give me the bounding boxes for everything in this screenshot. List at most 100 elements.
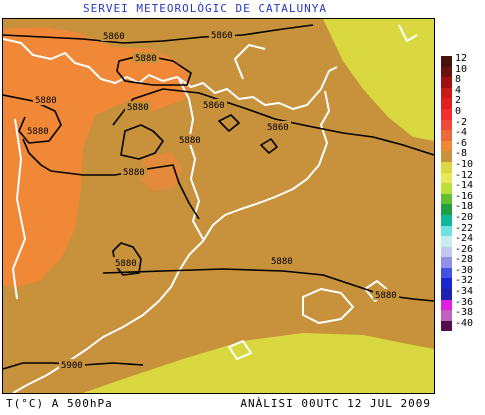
legend-swatch: [441, 183, 452, 194]
legend-swatch: [441, 130, 452, 141]
legend-row: -28: [441, 254, 481, 268]
contour-label: 5880: [115, 259, 137, 269]
legend-row: -20: [441, 211, 481, 226]
legend-row: -22: [441, 222, 481, 237]
legend-label: 2: [455, 95, 462, 107]
legend-row: 10: [441, 63, 481, 78]
legend-row: -40: [441, 317, 481, 332]
legend-row: -38: [441, 307, 481, 321]
contour-label: 5880: [271, 257, 293, 267]
contour-label: 5860: [103, 32, 125, 42]
legend-label: -10: [455, 158, 474, 170]
legend-label: -6: [455, 137, 468, 149]
legend-swatch: [441, 172, 452, 184]
legend-swatch: [441, 151, 452, 162]
legend-label: 0: [455, 105, 462, 117]
legend-swatch: [441, 214, 452, 226]
legend-swatch: [441, 299, 452, 311]
contour-label: 5880: [35, 96, 57, 106]
legend-label: -28: [455, 254, 474, 266]
legend-label: 12: [455, 53, 468, 64]
legend-row: -26: [441, 243, 481, 258]
legend-swatch: [441, 140, 452, 152]
legend-label: -4: [455, 127, 468, 139]
legend-label: -34: [455, 286, 474, 298]
legend-label: 8: [455, 74, 462, 86]
legend-row: 12: [441, 53, 481, 67]
legend-label: -12: [455, 169, 474, 181]
legend-swatch: [441, 77, 452, 88]
legend-row: -8: [441, 148, 481, 162]
legend-row: -36: [441, 296, 481, 311]
legend-label: -8: [455, 148, 468, 160]
legend-label: -16: [455, 190, 474, 202]
legend-row: 4: [441, 84, 481, 99]
legend-row: -10: [441, 158, 481, 173]
analysis-timestamp: ANÀLISI 00UTC 12 JUL 2009: [240, 397, 431, 410]
legend-row: 0: [441, 105, 481, 120]
legend-label: -24: [455, 233, 474, 245]
temperature-legend: 12 10 8 4 2 0 -2 -4 -6 -8 -10 -12 -14 -16 -18 -20 -22 -24…: [441, 53, 481, 332]
legend-label: -20: [455, 211, 474, 223]
legend-label: -14: [455, 180, 474, 192]
contour-label: 5900: [61, 361, 83, 371]
legend-swatch: [441, 204, 452, 215]
legend-label: -26: [455, 243, 474, 255]
legend-label: -32: [455, 275, 474, 287]
legend-row: -4: [441, 127, 481, 141]
legend-swatch: [441, 236, 452, 247]
cold-temperature-region-northeast: [323, 19, 434, 141]
legend-swatch: [441, 193, 452, 205]
legend-swatch: [441, 257, 452, 268]
legend-label: -18: [455, 201, 474, 213]
warm-temperature-patch: [139, 151, 183, 191]
legend-swatch: [441, 66, 452, 78]
legend-swatch: [441, 289, 452, 300]
legend-label: -38: [455, 307, 474, 319]
legend-swatch: [441, 310, 452, 321]
legend-swatch: [441, 87, 452, 99]
contour-label: 5860: [267, 123, 289, 133]
legend-swatch: [441, 119, 452, 131]
weather-map: 5860 5860 5880 5880 5880 5860 5880 5880 …: [2, 18, 435, 394]
contour-labels: 5860 5860 5880 5880 5880 5860 5880 5880 …: [25, 29, 399, 371]
contour-label: 5860: [211, 31, 233, 41]
warm-temperature-region: [3, 27, 191, 287]
legend-swatch: [441, 161, 452, 173]
legend-swatch: [441, 98, 452, 109]
contour-label: 5880: [375, 291, 397, 301]
contour-label: 5880: [27, 127, 49, 137]
legend-row: -34: [441, 286, 481, 300]
legend-label: -36: [455, 296, 474, 308]
contour-label: 5880: [135, 54, 157, 64]
legend-swatch: [441, 225, 452, 237]
legend-row: -32: [441, 275, 481, 290]
legend-row: -14: [441, 180, 481, 194]
legend-label: -2: [455, 116, 468, 128]
legend-row: -18: [441, 201, 481, 215]
legend-row: -24: [441, 233, 481, 247]
legend-label: -40: [455, 317, 474, 329]
legend-swatch: [441, 320, 452, 332]
legend-label: -22: [455, 222, 474, 234]
contour-label: 5880: [123, 168, 145, 178]
geopotential-contours: [3, 24, 434, 370]
legend-row: -12: [441, 169, 481, 184]
legend-label: 10: [455, 63, 468, 75]
cold-temperature-region-south: [83, 333, 434, 393]
legend-swatch: [441, 278, 452, 290]
contour-label: 5880: [179, 136, 201, 146]
legend-label: 4: [455, 84, 462, 96]
variable-label: T(°C) A 500hPa: [6, 397, 113, 410]
legend-swatch: [441, 246, 452, 258]
contour-label: 5860: [203, 101, 225, 111]
legend-swatch: [441, 108, 452, 120]
contour-label: 5880: [127, 103, 149, 113]
legend-label: -30: [455, 264, 474, 276]
legend-row: -2: [441, 116, 481, 131]
legend-row: 8: [441, 74, 481, 88]
legend-row: -6: [441, 137, 481, 152]
legend-row: -30: [441, 264, 481, 279]
page-title: SERVEI METEOROLÒGIC DE CATALUNYA: [83, 2, 327, 15]
legend-row: 2: [441, 95, 481, 109]
